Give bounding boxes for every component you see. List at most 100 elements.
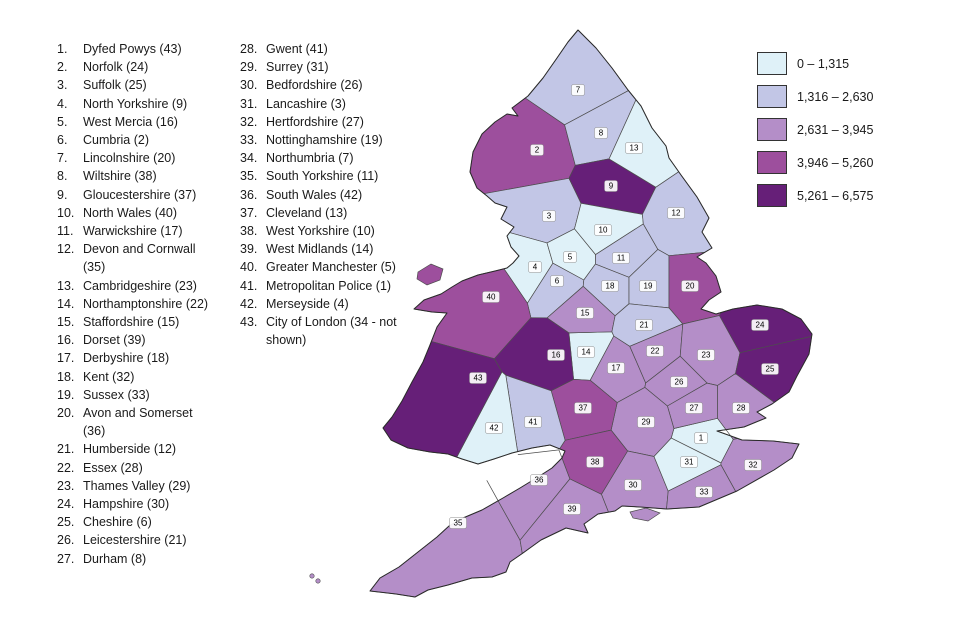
region-number-label: 15 — [576, 307, 594, 319]
region-number-text: 8 — [599, 129, 604, 138]
list-item-number: 1. — [57, 42, 68, 56]
list-item-label: Gwent (41) — [266, 42, 328, 56]
list-item: 6. Cumbria (2) — [57, 131, 214, 149]
region-number-text: 41 — [529, 418, 538, 427]
list-item: 22. Essex (28) — [57, 459, 214, 477]
list-item-number: 4. — [57, 96, 68, 111]
list-item-label: West Mercia (16) — [83, 114, 178, 129]
region-number-label: 37 — [574, 402, 592, 414]
region-number-text: 32 — [749, 461, 758, 470]
list-item: 12. Devon and Cornwall (35) — [57, 240, 214, 276]
region-number-box — [744, 459, 762, 471]
list-item: 39. West Midlands (14) — [240, 240, 428, 258]
region-number-text: 30 — [629, 481, 638, 490]
region-number-text: 13 — [630, 144, 639, 153]
region-number-box — [751, 319, 769, 331]
legend-item: 5,261 – 6,575 — [757, 184, 873, 207]
region-number-box — [577, 346, 595, 358]
list-item-label: Surrey (31) — [266, 60, 329, 75]
list-item-label: Merseyside (4) — [266, 296, 349, 311]
region-number-box — [530, 144, 544, 156]
region-number-label: 43 — [469, 372, 487, 384]
list-item: 13. Cambridgeshire (23) — [57, 277, 214, 295]
list-item-number: 17. — [57, 351, 75, 366]
list-item-number: 10. — [57, 205, 75, 220]
region-number-box — [550, 275, 564, 287]
region-number-text: 26 — [675, 378, 684, 387]
list-item: 2. Norfolk (24) — [57, 58, 214, 76]
region-number-text: 16 — [552, 351, 561, 360]
region-number-box — [594, 224, 612, 236]
region-number-text: 40 — [487, 293, 496, 302]
list-item-label: Thames Valley (29) — [83, 478, 191, 493]
list-item-number: 20. — [57, 406, 75, 421]
region-number-box — [601, 280, 619, 292]
region-number-text: 7 — [576, 86, 581, 95]
region-number-box — [576, 307, 594, 319]
region-number-label: 4 — [528, 261, 542, 273]
region-number-box — [547, 349, 565, 361]
list-item: 36. South Wales (42) — [240, 186, 428, 204]
region-number-text: 24 — [756, 321, 765, 330]
list-item-label: Hampshire (30) — [83, 497, 170, 512]
region-number-box — [571, 84, 585, 96]
list-item-label: Northamptonshire (22) — [83, 296, 209, 311]
force-rank-list: 1. Dyfed Powys (43) 2. Norfolk (24) 3. S… — [57, 40, 428, 568]
legend-swatch — [757, 184, 787, 207]
list-item-label: South Wales (42) — [266, 187, 363, 202]
map-region — [369, 480, 523, 598]
list-item: 26. Leicestershire (21) — [57, 531, 214, 549]
region-number-box — [624, 479, 642, 491]
list-item-label: North Yorkshire (9) — [83, 96, 188, 111]
region-number-label: 16 — [547, 349, 565, 361]
region-number-text: 14 — [582, 348, 591, 357]
list-item: 33. Nottinghamshire (19) — [240, 131, 428, 149]
list-item-label: City of London (34 - not shown) — [266, 315, 397, 348]
force-rank-list-column-2: 28. Gwent (41) 29. Surrey (31) 30. Bedfo… — [240, 40, 428, 568]
list-item-label: Lincolnshire (20) — [83, 151, 176, 166]
list-item-number: 25. — [57, 515, 75, 530]
list-item: 37. Cleveland (13) — [240, 204, 428, 222]
region-number-text: 4 — [533, 263, 538, 272]
region-number-label: 6 — [550, 275, 564, 287]
list-item-number: 30. — [240, 78, 258, 93]
list-item: 19. Sussex (33) — [57, 386, 214, 404]
legend-range-label: 5,261 – 6,575 — [797, 188, 874, 203]
list-item: 29. Surrey (31) — [240, 58, 428, 76]
region-number-label: 3 — [542, 210, 556, 222]
region-number-box — [530, 474, 548, 486]
list-item-label: Leicestershire (21) — [83, 533, 187, 548]
list-item-number: 8. — [57, 169, 68, 184]
region-number-box — [563, 503, 581, 515]
region-number-text: 20 — [686, 282, 695, 291]
list-item-label: Cumbria (2) — [83, 133, 149, 148]
region-number-text: 36 — [535, 476, 544, 485]
region-number-text: 33 — [700, 488, 709, 497]
region-number-box — [586, 456, 604, 468]
region-number-label: 8 — [594, 127, 608, 139]
region-number-box — [469, 372, 487, 384]
list-item: 35. South Yorkshire (11) — [240, 167, 428, 185]
region-number-box — [694, 432, 708, 444]
list-item: 42. Merseyside (4) — [240, 295, 428, 313]
region-number-label: 39 — [563, 503, 581, 515]
legend-swatch — [757, 52, 787, 75]
region-number-text: 1 — [699, 434, 704, 443]
region-number-text: 31 — [685, 458, 694, 467]
list-item: 23. Thames Valley (29) — [57, 477, 214, 495]
region-number-text: 23 — [702, 351, 711, 360]
list-item-label: Cheshire (6) — [83, 515, 152, 530]
list-item: 27. Durham (8) — [57, 550, 214, 568]
list-item-number: 6. — [57, 133, 68, 148]
region-number-label: 23 — [697, 349, 715, 361]
region-number-label: 38 — [586, 456, 604, 468]
list-item-number: 21. — [57, 442, 75, 457]
list-item-number: 3. — [57, 78, 68, 93]
list-item: 9. Gloucestershire (37) — [57, 186, 214, 204]
list-item: 7. Lincolnshire (20) — [57, 149, 214, 167]
list-item-number: 41. — [240, 278, 258, 293]
region-number-text: 9 — [609, 182, 614, 191]
list-item: 25. Cheshire (6) — [57, 513, 214, 531]
region-number-label: 32 — [744, 459, 762, 471]
